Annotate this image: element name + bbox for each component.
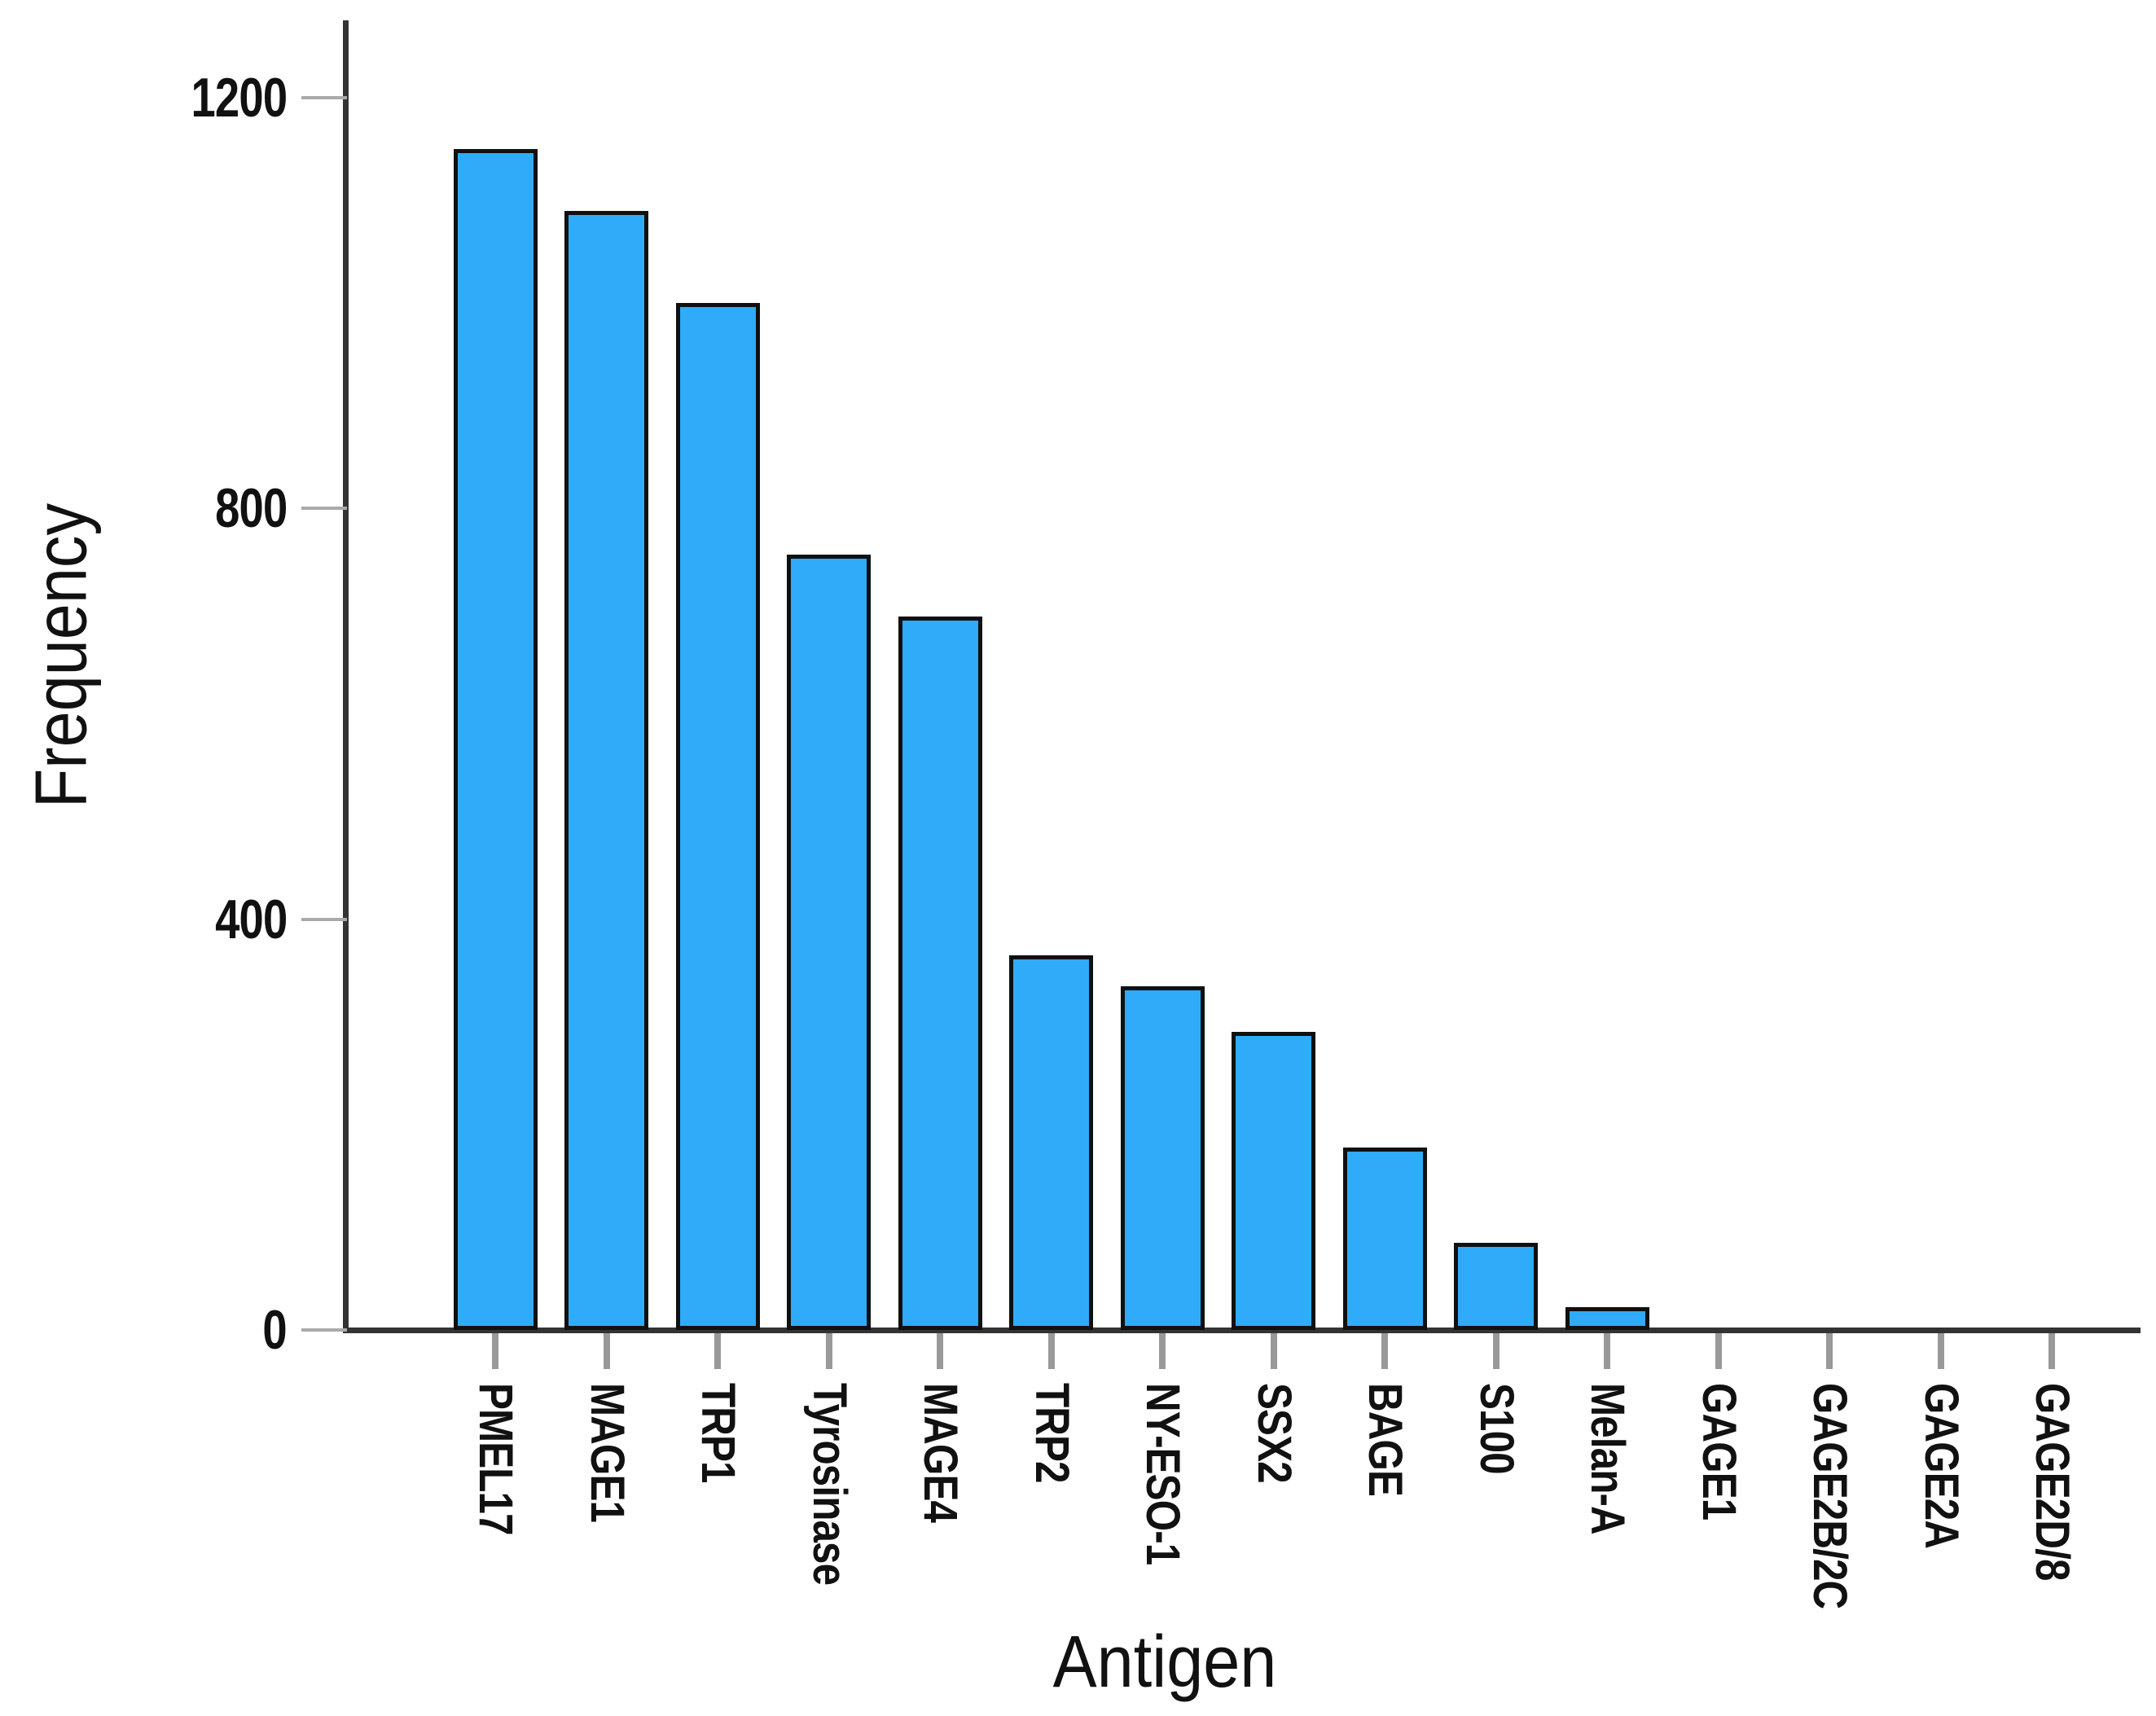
- x-tick: [1492, 1333, 1500, 1369]
- x-tick-label: PMEL17: [469, 1383, 522, 1535]
- y-tick: [301, 96, 347, 99]
- x-tick: [2048, 1333, 2055, 1369]
- bar-S100: [1454, 1243, 1538, 1330]
- x-tick: [1270, 1333, 1277, 1369]
- x-tick-label: S100: [1469, 1383, 1523, 1474]
- y-tick-label: 1200: [191, 67, 288, 129]
- x-axis-line: [343, 1328, 2141, 1333]
- x-tick-label: TRP2: [1025, 1383, 1078, 1483]
- x-tick: [937, 1333, 943, 1369]
- bar-TRP1: [675, 303, 760, 1330]
- x-tick-label: Melan-A: [1581, 1383, 1634, 1534]
- x-tick: [603, 1333, 610, 1369]
- bar-MAGE1: [564, 211, 648, 1330]
- x-tick: [1715, 1333, 1722, 1369]
- x-tick-label: MAGE1: [580, 1383, 634, 1523]
- x-tick-label: GAGE1: [1692, 1383, 1745, 1521]
- y-tick-label: 0: [262, 1299, 288, 1361]
- x-tick: [714, 1333, 721, 1369]
- x-tick-label: Tyrosinase: [802, 1383, 856, 1586]
- x-tick-label: GAGE2B/2C: [1803, 1383, 1856, 1609]
- x-tick-label: TRP1: [692, 1383, 744, 1483]
- bar-MAGE4: [898, 617, 982, 1330]
- x-tick-label: SSX2: [1247, 1383, 1301, 1483]
- x-tick-label: BAGE: [1359, 1383, 1412, 1497]
- bar-SSX2: [1232, 1032, 1315, 1330]
- bar-Melan-A: [1565, 1307, 1649, 1330]
- x-tick: [1826, 1333, 1833, 1369]
- x-tick: [1381, 1333, 1388, 1369]
- bar-BAGE: [1342, 1148, 1427, 1330]
- x-tick-label: NY-ESO-1: [1136, 1383, 1189, 1565]
- x-tick: [1937, 1333, 1944, 1369]
- x-tick: [492, 1333, 498, 1369]
- y-tick-label: 800: [214, 477, 288, 540]
- x-tick-label: GAGE2D/8: [2026, 1383, 2079, 1581]
- x-tick: [1159, 1333, 1166, 1369]
- y-tick: [301, 1328, 347, 1332]
- bar-NY-ESO-1: [1120, 986, 1205, 1330]
- x-tick: [1047, 1333, 1055, 1369]
- x-axis-title: Antigen: [1052, 1622, 1277, 1703]
- y-tick: [301, 507, 347, 511]
- x-tick-label: GAGE2A: [1914, 1383, 1968, 1549]
- x-tick-label: MAGE4: [914, 1383, 967, 1523]
- bar-Tyrosinase: [787, 555, 871, 1330]
- bar-PMEL17: [453, 149, 538, 1330]
- y-axis-line: [343, 20, 349, 1332]
- y-tick: [301, 917, 347, 921]
- y-axis-title: Frequency: [20, 503, 103, 809]
- y-tick-label: 400: [214, 888, 288, 950]
- x-tick: [825, 1333, 832, 1369]
- bar-TRP2: [1009, 955, 1093, 1330]
- x-tick: [1604, 1333, 1610, 1369]
